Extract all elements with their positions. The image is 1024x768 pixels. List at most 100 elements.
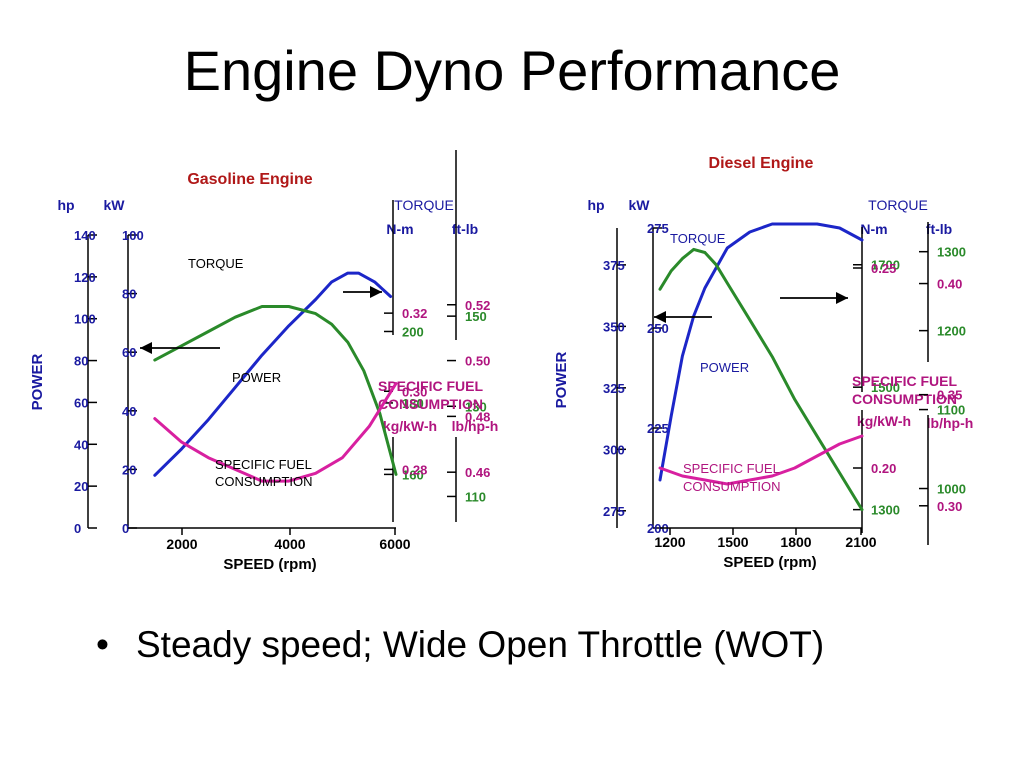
gasoline-ftlb-tick-label: 150 <box>465 309 487 324</box>
gasoline-kw-axis-tick-label: 60 <box>122 345 136 360</box>
gasoline-kgkwh-tick-label: 0.28 <box>402 462 427 477</box>
diesel-specific-fuel-consumption-line <box>658 434 864 486</box>
diesel-ftlb-tick-label: 1100 <box>937 403 965 418</box>
diesel-lbhph-tick-label: 0.40 <box>937 277 962 292</box>
gasoline-chart-title: Gasoline Engine <box>187 171 312 188</box>
gasoline-hp-axis-tick-label: 60 <box>74 395 88 410</box>
gasoline-sfc-header-2: CONSUMPTION <box>378 396 483 412</box>
bullet-item: • Steady speed; Wide Open Throttle (WOT) <box>96 624 824 666</box>
gasoline-kgkwh-tick-label: 0.30 <box>402 384 427 399</box>
gasoline-kw-axis-tick-label: 80 <box>122 287 136 302</box>
gasoline-x-tick-label: 2000 <box>166 536 197 552</box>
diesel-kgkwh-tick-label: 0.25 <box>871 261 896 276</box>
gasoline-nm-tick-label: 200 <box>402 324 424 339</box>
diesel-kgkwh-label: kg/kW-h <box>857 413 911 429</box>
diesel-kw-label: kW <box>629 197 651 213</box>
gasoline-nm-label: N-m <box>386 221 413 237</box>
diesel-kw-axis-tick-label: 250 <box>647 321 669 336</box>
diesel-torque-annotation: TORQUE <box>670 231 726 246</box>
gasoline-hp-axis-tick-label: 20 <box>74 479 88 494</box>
diesel-ftlb-tick-label: 1300 <box>937 245 966 260</box>
diesel-nm-tick-label: 1300 <box>871 503 900 518</box>
diesel-ftlb-tick-label: 1000 <box>937 482 966 497</box>
diesel-power-annotation: POWER <box>700 360 749 375</box>
gasoline-arrow-2-head <box>370 286 382 298</box>
diesel-hp-axis-tick-label: 350 <box>603 319 625 334</box>
gasoline-lbhph-label: lb/hp-h <box>452 418 499 434</box>
diesel-power-line <box>658 222 864 482</box>
gasoline-kw-axis-tick-label: 40 <box>122 404 136 419</box>
gasoline-kgkwh-tick-label: 0.32 <box>402 306 427 321</box>
diesel-lbhph-tick-label: 0.35 <box>937 388 962 403</box>
diesel-kw-axis-tick-label: 225 <box>647 421 669 436</box>
diesel-x-tick-label: 2100 <box>845 534 876 550</box>
bullet-text: Steady speed; Wide Open Throttle (WOT) <box>136 624 825 665</box>
diesel-ftlb-tick-label: 1200 <box>937 324 966 339</box>
gasoline-ftlb-tick-label: 110 <box>465 489 486 504</box>
diesel-nm-tick-label: 1500 <box>871 380 900 395</box>
diesel-hp-axis-tick-label: 325 <box>603 381 625 396</box>
gasoline-torque-annotation: TORQUE <box>188 256 244 271</box>
gasoline-kw-axis-tick-label: 20 <box>122 462 136 477</box>
gasoline-lbhph-tick-label: 0.50 <box>465 354 490 369</box>
diesel-torque-header: TORQUE <box>868 197 928 213</box>
gasoline-torque-header: TORQUE <box>394 197 454 213</box>
diesel-x-tick-label: 1800 <box>780 534 811 550</box>
gasoline-lbhph-tick-label: 0.46 <box>465 465 490 480</box>
slide-title: Engine Dyno Performance <box>183 39 841 102</box>
gasoline-lbhph-tick-label: 0.52 <box>465 298 490 313</box>
gasoline-power-annotation: POWER <box>232 370 281 385</box>
diesel-x-tick-label: 1200 <box>654 534 685 550</box>
gasoline-x-tick-label: 6000 <box>379 536 410 552</box>
gasoline-arrow-1-head <box>140 342 152 354</box>
gasoline-hp-axis-tick-label: 120 <box>74 270 96 285</box>
gasoline-hp-axis-tick-label: 40 <box>74 437 88 452</box>
gasoline-hp-axis-tick-label: 0 <box>74 521 81 536</box>
diesel-nm-label: N-m <box>860 221 887 237</box>
diesel-ftlb-label: ft-lb <box>926 221 952 237</box>
diesel-torque-line <box>658 247 864 512</box>
gasoline-sfc-header-1: SPECIFIC FUEL <box>378 378 483 394</box>
diesel-lbhph-tick-label: 0.30 <box>937 499 962 514</box>
gasoline-specific-fuel-consumption-line <box>153 382 398 483</box>
diesel-sfc-header-1: SPECIFIC FUEL <box>852 373 957 389</box>
diesel-hp-axis-tick-label: 375 <box>603 258 625 273</box>
gasoline-ftlb-tick-label: 130 <box>465 399 487 414</box>
diesel-hp-axis-tick-label: 275 <box>603 504 625 519</box>
diesel-kgkwh-tick-label: 0.20 <box>871 461 896 476</box>
diesel-chart-title: Diesel Engine <box>709 155 814 172</box>
gasoline-hp-axis-tick-label: 80 <box>74 354 88 369</box>
gasoline-kgkwh-label: kg/kW-h <box>383 418 437 434</box>
gasoline-sfc-annotation-2: CONSUMPTION <box>215 474 313 489</box>
gasoline-power-line <box>153 271 393 477</box>
gasoline-sfc-annotation-1: SPECIFIC FUEL <box>215 457 312 472</box>
diesel-arrow-2-head <box>836 292 848 304</box>
gasoline-ylabel: POWER <box>29 354 46 411</box>
diesel-lbhph-label: lb/hp-h <box>927 415 974 431</box>
diesel-sfc-annotation-1: SPECIFIC FUEL <box>683 461 780 476</box>
diesel-nm-tick-label: 1700 <box>871 258 900 273</box>
gasoline-hp-axis-tick-label: 140 <box>74 228 96 243</box>
bullet-dot-icon: • <box>96 624 109 665</box>
gasoline-xlabel: SPEED (rpm) <box>223 556 316 573</box>
gasoline-ftlb-label: ft-lb <box>452 221 478 237</box>
gasoline-hp-label: hp <box>57 197 74 213</box>
gasoline-nm-tick-label: 160 <box>402 467 424 482</box>
gasoline-kw-label: kW <box>104 197 126 213</box>
diesel-xlabel: SPEED (rpm) <box>723 554 816 571</box>
diesel-kw-axis-tick-label: 200 <box>647 521 669 536</box>
gasoline-lbhph-tick-label: 0.48 <box>465 409 490 424</box>
diesel-arrow-1-head <box>654 311 666 323</box>
diesel-hp-label: hp <box>587 197 604 213</box>
charts-area: Gasoline Enginehp140120100806040200kW100… <box>29 150 974 573</box>
gasoline-hp-axis-tick-label: 100 <box>74 312 96 327</box>
gasoline-torque-line <box>153 305 398 476</box>
gasoline-kw-axis-tick-label: 0 <box>122 521 129 536</box>
diesel-hp-axis-tick-label: 300 <box>603 442 625 457</box>
gasoline-nm-tick-label: 180 <box>402 396 424 411</box>
gasoline-x-tick-label: 4000 <box>274 536 305 552</box>
diesel-x-tick-label: 1500 <box>717 534 748 550</box>
diesel-ylabel: POWER <box>553 352 570 409</box>
diesel-sfc-header-2: CONSUMPTION <box>852 391 957 407</box>
diesel-kw-axis-tick-label: 275 <box>647 221 669 236</box>
